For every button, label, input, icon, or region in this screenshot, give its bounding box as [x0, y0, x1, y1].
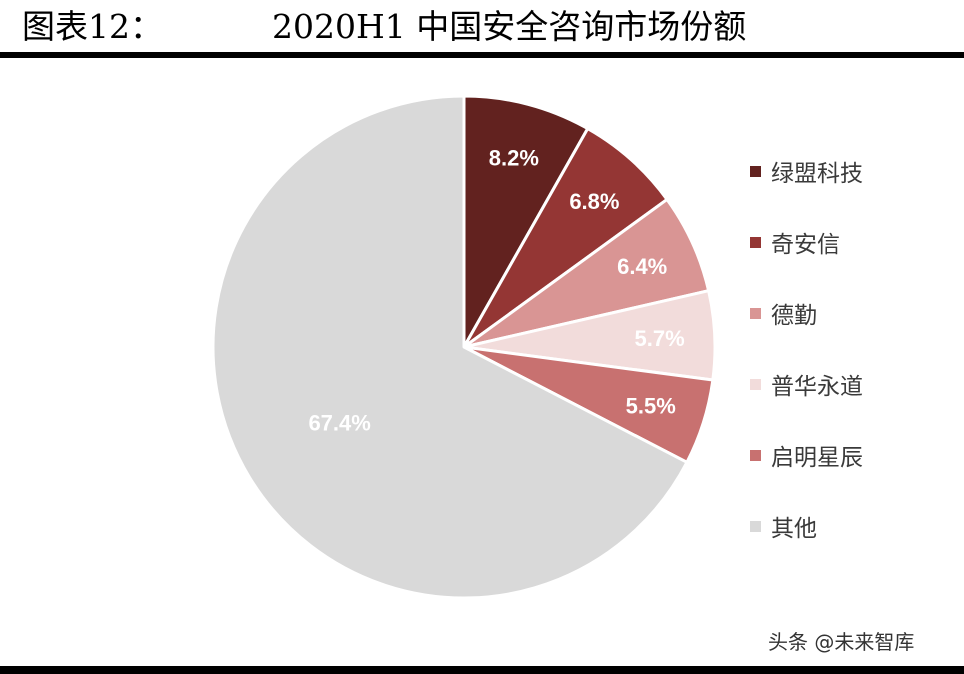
figure-label: 图表12： — [22, 7, 163, 46]
legend-swatch-icon — [750, 307, 761, 319]
legend-swatch-icon — [750, 449, 761, 461]
slice-value-label: 6.8% — [569, 189, 619, 214]
legend-label: 其他 — [771, 516, 817, 542]
slice-value-label: 8.2% — [489, 146, 539, 171]
legend-item: 德勤 — [750, 296, 817, 330]
slice-value-label: 6.4% — [617, 254, 667, 279]
top-rule — [0, 52, 964, 58]
legend-label: 奇安信 — [771, 232, 840, 258]
legend-item: 启明星辰 — [750, 438, 863, 472]
slice-value-label: 5.5% — [626, 394, 676, 419]
chart-title: 2020H1 中国安全咨询市场份额 — [272, 7, 747, 46]
pie-slice — [211, 94, 689, 600]
legend-label: 德勤 — [771, 303, 817, 329]
legend-label: 启明星辰 — [771, 445, 863, 471]
slice-value-label: 67.4% — [308, 411, 370, 436]
legend-swatch-icon — [750, 236, 761, 248]
legend-swatch-icon — [750, 165, 761, 177]
legend-label: 绿盟科技 — [771, 161, 863, 187]
legend-label: 普华永道 — [771, 374, 863, 400]
bottom-rule — [0, 666, 964, 674]
legend-item: 其他 — [750, 509, 817, 543]
legend-item: 奇安信 — [750, 225, 840, 259]
legend-swatch-icon — [750, 520, 761, 532]
legend-item: 绿盟科技 — [750, 154, 863, 188]
legend-item: 普华永道 — [750, 367, 863, 401]
source-watermark: 头条 @未来智库 — [768, 630, 915, 654]
slice-value-label: 5.7% — [634, 326, 684, 351]
legend-swatch-icon — [750, 378, 761, 390]
pie-slice — [462, 94, 590, 349]
pie-slice — [462, 127, 669, 349]
